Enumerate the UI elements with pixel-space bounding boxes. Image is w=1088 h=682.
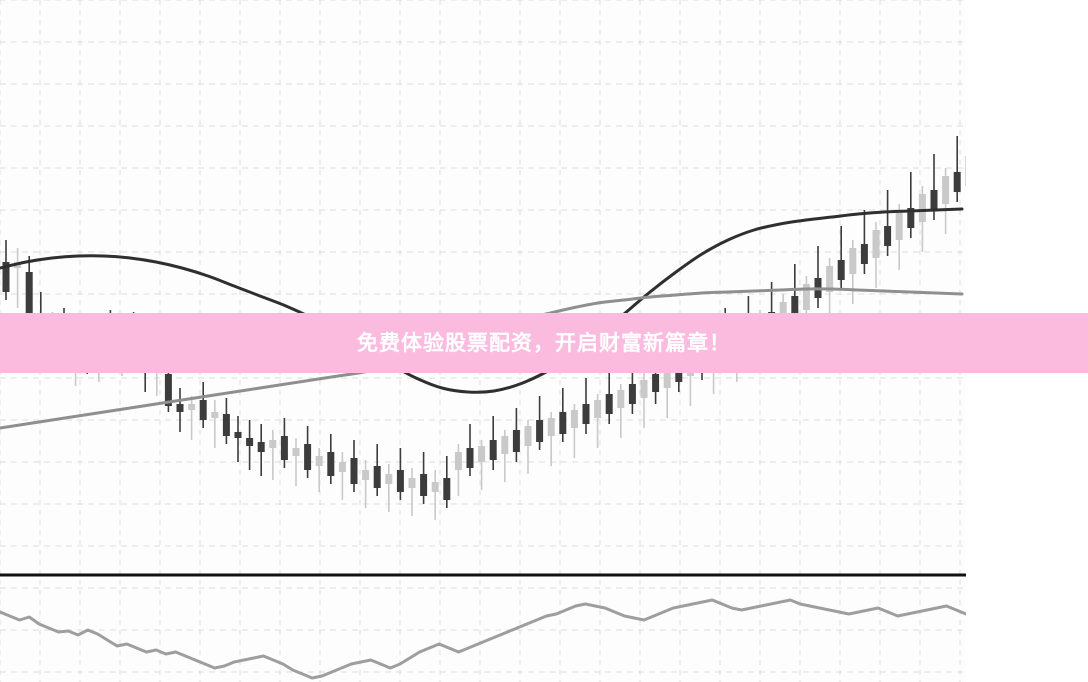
promo-banner-text: 免费体验股票配资，开启财富新篇章！ (357, 330, 731, 355)
chart-canvas (0, 0, 966, 682)
oscillator-series (0, 598, 966, 680)
promo-banner[interactable]: 免费体验股票配资，开启财富新篇章！ (0, 313, 1088, 373)
